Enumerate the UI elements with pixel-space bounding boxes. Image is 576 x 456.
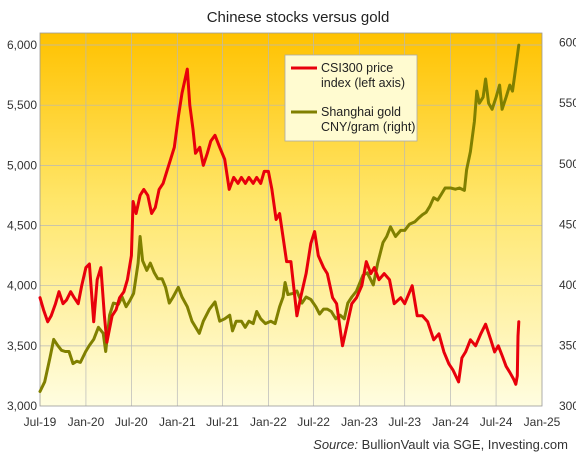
series-lines [38,43,521,393]
left-axis-ticks: 3,000 3,500 4,000 4,500 5,000 5,500 6,000 [7,38,37,413]
legend-label-csi300-line2: index (left axis) [321,76,405,90]
legend: CSI300 price index (left axis) Shanghai … [284,54,418,142]
x-tick-label: Jul-22 [297,415,330,429]
x-tick-label: Jan-24 [432,415,469,429]
source-note: Source: BullionVault via SGE, Investing.… [313,437,568,452]
left-tick-label: 3,500 [7,339,37,353]
legend-label-shanghai-gold: Shanghai gold [321,105,401,119]
left-tick-label: 5,500 [7,98,37,112]
x-tick-label: Jul-21 [206,415,239,429]
plot-border [39,32,543,407]
left-tick-label: 5,000 [7,158,37,172]
right-axis-ticks: 300 350 400 450 500 550 600 [559,36,576,413]
series-line-csi300 [38,67,521,386]
x-axis-ticks: Jul-19 Jan-20 Jul-20 Jan-21 Jul-21 Jan-22 Jul-… [24,415,561,429]
x-tick-label: Jan-21 [159,415,196,429]
legend-label-shanghai-gold-line2: CNY/gram (right) [321,120,415,134]
left-tick-label: 3,000 [7,399,37,413]
right-tick-label: 550 [559,96,576,110]
x-tick-label: Jan-25 [524,415,561,429]
right-tick-label: 450 [559,217,576,231]
x-tick-label: Jan-22 [250,415,287,429]
gridlines [40,33,542,406]
x-tick-label: Jul-23 [388,415,421,429]
x-tick-label: Jul-24 [480,415,513,429]
right-tick-label: 350 [559,338,576,352]
x-tick-label: Jul-19 [24,415,57,429]
legend-box [284,54,418,142]
chart-title: Chinese stocks versus gold [207,9,390,26]
right-tick-label: 300 [559,399,576,413]
right-tick-label: 400 [559,278,576,292]
x-tick-label: Jan-23 [341,415,378,429]
left-tick-label: 4,000 [7,279,37,293]
left-tick-label: 4,500 [7,219,37,233]
left-tick-label: 6,000 [7,38,37,52]
legend-label-csi300: CSI300 price [321,61,393,75]
x-tick-label: Jan-20 [68,415,105,429]
right-tick-label: 600 [559,36,576,50]
right-tick-label: 500 [559,157,576,171]
x-tick-label: Jul-20 [115,415,148,429]
series-line-shanghai-gold [38,43,521,393]
